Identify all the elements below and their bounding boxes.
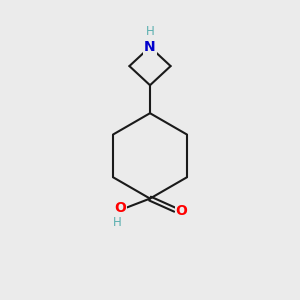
- Text: O: O: [115, 201, 127, 215]
- Text: H: H: [113, 216, 122, 229]
- Text: H: H: [146, 25, 154, 38]
- Text: O: O: [176, 204, 188, 218]
- Text: N: N: [144, 40, 156, 54]
